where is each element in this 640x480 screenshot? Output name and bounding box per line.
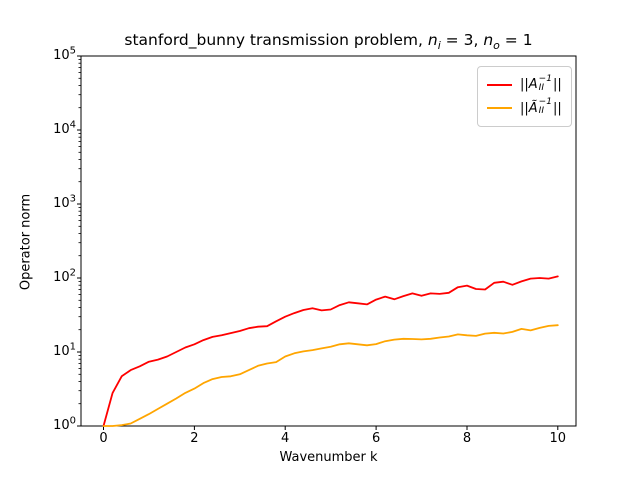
legend-norm-bars: || xyxy=(552,77,562,93)
legend-item-Atilde-inv: || Ã −1 II || xyxy=(487,97,562,121)
title-eq-o: = 1 xyxy=(499,31,533,49)
legend: || A −1 II || || Ã −1 II || xyxy=(477,66,572,127)
x-tick-label: 6 xyxy=(371,431,381,446)
legend-subscript: II xyxy=(538,82,544,93)
y-tick-label: 100 xyxy=(53,415,76,433)
y-tick-label: 105 xyxy=(53,45,76,63)
legend-norm-bars: || xyxy=(552,100,562,116)
legend-label-A-inv: || A −1 II || xyxy=(520,73,562,94)
axes-frame xyxy=(80,55,577,427)
legend-norm-bars: || xyxy=(520,77,529,93)
title-sub-o: o xyxy=(493,39,500,53)
legend-subscript: II xyxy=(538,106,544,117)
series-line-0 xyxy=(102,275,559,427)
legend-item-A-inv: || A −1 II || xyxy=(487,73,562,97)
legend-var-Atilde: Ã xyxy=(528,100,538,116)
legend-superscript: −1 xyxy=(538,97,552,108)
x-tick-label: 4 xyxy=(281,431,290,446)
y-tick-label: 103 xyxy=(53,193,76,211)
legend-norm-bars: || xyxy=(520,100,529,116)
x-tick-label: 0 xyxy=(99,431,108,446)
legend-line-orange xyxy=(487,107,512,110)
y-axis-label: Operator norm xyxy=(18,193,34,291)
x-tick-label: 8 xyxy=(462,431,472,446)
title-var-no: n xyxy=(483,31,494,49)
legend-scripts: −1 II xyxy=(539,98,552,116)
y-tick-label: 102 xyxy=(53,267,76,285)
y-tick-label: 101 xyxy=(53,341,76,359)
legend-var-A: A xyxy=(528,77,538,93)
title-sub-i: i xyxy=(437,39,441,53)
x-tick-label: 2 xyxy=(190,431,199,446)
legend-superscript: −1 xyxy=(538,73,552,84)
chart-title: stanford_bunny transmission problem, ni … xyxy=(81,30,576,56)
legend-line-red xyxy=(487,83,512,86)
legend-scripts: −1 II xyxy=(538,73,552,93)
title-eq-i: = 3, xyxy=(440,31,484,49)
series-line-1 xyxy=(102,324,559,427)
x-axis-label: Wavenumber k xyxy=(279,450,378,465)
x-tick-label: 10 xyxy=(549,431,567,446)
legend-label-Atilde-inv: || Ã −1 II || xyxy=(520,98,562,117)
title-text: stanford_bunny transmission problem, xyxy=(124,31,428,49)
y-tick-label: 104 xyxy=(53,119,76,137)
title-var-ni: n xyxy=(427,31,438,49)
